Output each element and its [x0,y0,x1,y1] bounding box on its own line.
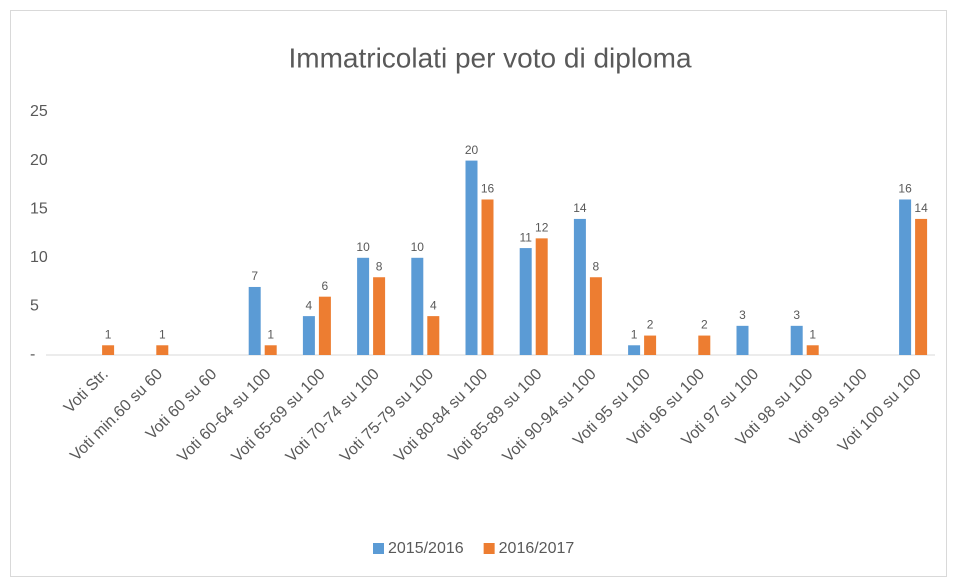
bar [806,345,819,355]
bar [156,345,169,355]
value-label: 16 [481,182,495,196]
value-label: 8 [593,259,600,273]
bar [427,316,440,355]
value-label: 3 [793,308,800,322]
bar [790,325,803,355]
value-label: 10 [356,240,370,254]
bar [481,199,494,355]
bar [736,325,749,355]
bar [698,335,711,355]
value-label: 7 [251,269,258,283]
y-tick-label: 20 [30,152,48,169]
y-tick-label: 10 [30,249,48,266]
bar [644,335,657,355]
bar [589,277,602,355]
chart-border [10,10,947,577]
value-label: 1 [631,327,638,341]
value-label: 6 [322,279,329,293]
value-label: 1 [267,327,274,341]
bar [628,345,641,355]
value-label: 14 [573,201,587,215]
y-tick-label: 5 [30,298,39,315]
bar [519,248,532,355]
y-tick-label: 25 [30,103,48,120]
bar [573,218,586,355]
value-label: 11 [519,230,532,244]
legend-label: 2016/2017 [499,540,575,557]
bar [302,316,315,355]
legend-swatch [373,543,384,554]
value-label: 1 [809,327,816,341]
y-tick-label: 15 [30,200,48,217]
legend-swatch [483,543,495,554]
bar [465,160,478,355]
bar [899,199,912,355]
bar [102,345,115,355]
value-label: 3 [739,308,746,322]
value-label: 20 [465,143,479,157]
bar [411,257,424,355]
bar [264,345,277,355]
y-tick-label: - [30,346,35,363]
value-label: 12 [535,221,549,235]
bar [318,296,331,355]
value-label: 4 [430,298,437,312]
value-label: 14 [914,201,928,215]
value-label: 2 [701,318,708,332]
value-label: 1 [105,327,112,341]
value-label: 10 [411,240,425,254]
legend-label: 2015/2016 [388,540,464,557]
chart-title: Immatricolati per voto di diploma [288,42,691,73]
value-label: 8 [376,259,383,273]
bar [915,218,928,355]
bar [535,238,548,355]
value-label: 2 [647,318,654,332]
bar [248,286,261,355]
value-label: 16 [898,182,912,196]
value-label: 1 [159,327,166,341]
value-label: 4 [306,298,313,312]
bar [373,277,386,355]
bar [357,257,370,355]
